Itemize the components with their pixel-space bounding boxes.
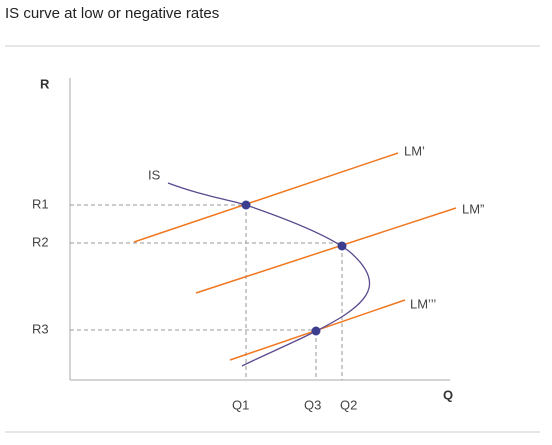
q-label: Q2: [340, 397, 357, 412]
lm2-label: LM”: [462, 201, 484, 216]
y-axis-label: R: [40, 76, 50, 91]
r-label: R3: [32, 321, 49, 336]
x-axis-label: Q: [443, 387, 453, 402]
lm1-line: [133, 152, 399, 243]
q-label: Q1: [232, 397, 249, 412]
q-label: Q3: [304, 397, 321, 412]
intersection: [311, 326, 321, 336]
lm3-label: LM’’’: [410, 296, 436, 311]
r-label: R2: [32, 234, 49, 249]
intersection: [337, 241, 347, 251]
r-label: R1: [32, 196, 49, 211]
is-label: IS: [148, 167, 161, 182]
is-curve: [167, 182, 371, 367]
title: IS curve at low or negative rates: [5, 5, 219, 22]
lm2-line: [195, 207, 457, 294]
intersection: [241, 200, 251, 210]
lm1-label: LM’: [404, 143, 425, 158]
